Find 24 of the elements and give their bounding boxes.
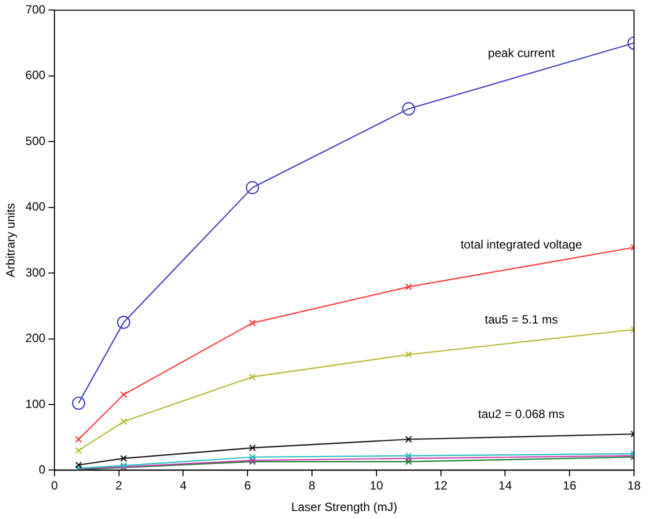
x-tick-label: 8 — [308, 478, 316, 493]
y-tick-label: 300 — [25, 265, 46, 280]
x-tick-label: 0 — [51, 478, 58, 493]
x-tick-label: 14 — [498, 478, 512, 493]
x-tick-label: 12 — [434, 478, 448, 493]
y-tick-label: 0 — [38, 462, 46, 477]
x-tick-label: 6 — [244, 478, 252, 493]
y-tick-label: 500 — [25, 134, 46, 148]
x-tick-label: 18 — [627, 478, 641, 493]
y-tick-label: 200 — [25, 331, 46, 346]
y-tick-label: 400 — [25, 200, 46, 214]
y-axis-title: Arbitrary units — [4, 203, 18, 278]
x-tick-label: 4 — [180, 478, 187, 493]
x-tick-label: 10 — [370, 478, 384, 493]
series-label: total integrated voltage — [460, 237, 582, 252]
y-tick-label: 700 — [25, 2, 46, 17]
x-tick-label: 16 — [562, 478, 577, 493]
series-label: peak current — [488, 46, 556, 60]
x-tick-label: 2 — [115, 478, 122, 493]
series-label: tau2 = 0.068 ms — [478, 407, 564, 421]
y-tick-label: 100 — [25, 396, 46, 411]
series-label: tau5 = 5.1 ms — [484, 312, 558, 326]
x-axis-title: Laser Strength (mJ) — [291, 500, 398, 514]
y-tick-label: 600 — [25, 68, 46, 82]
